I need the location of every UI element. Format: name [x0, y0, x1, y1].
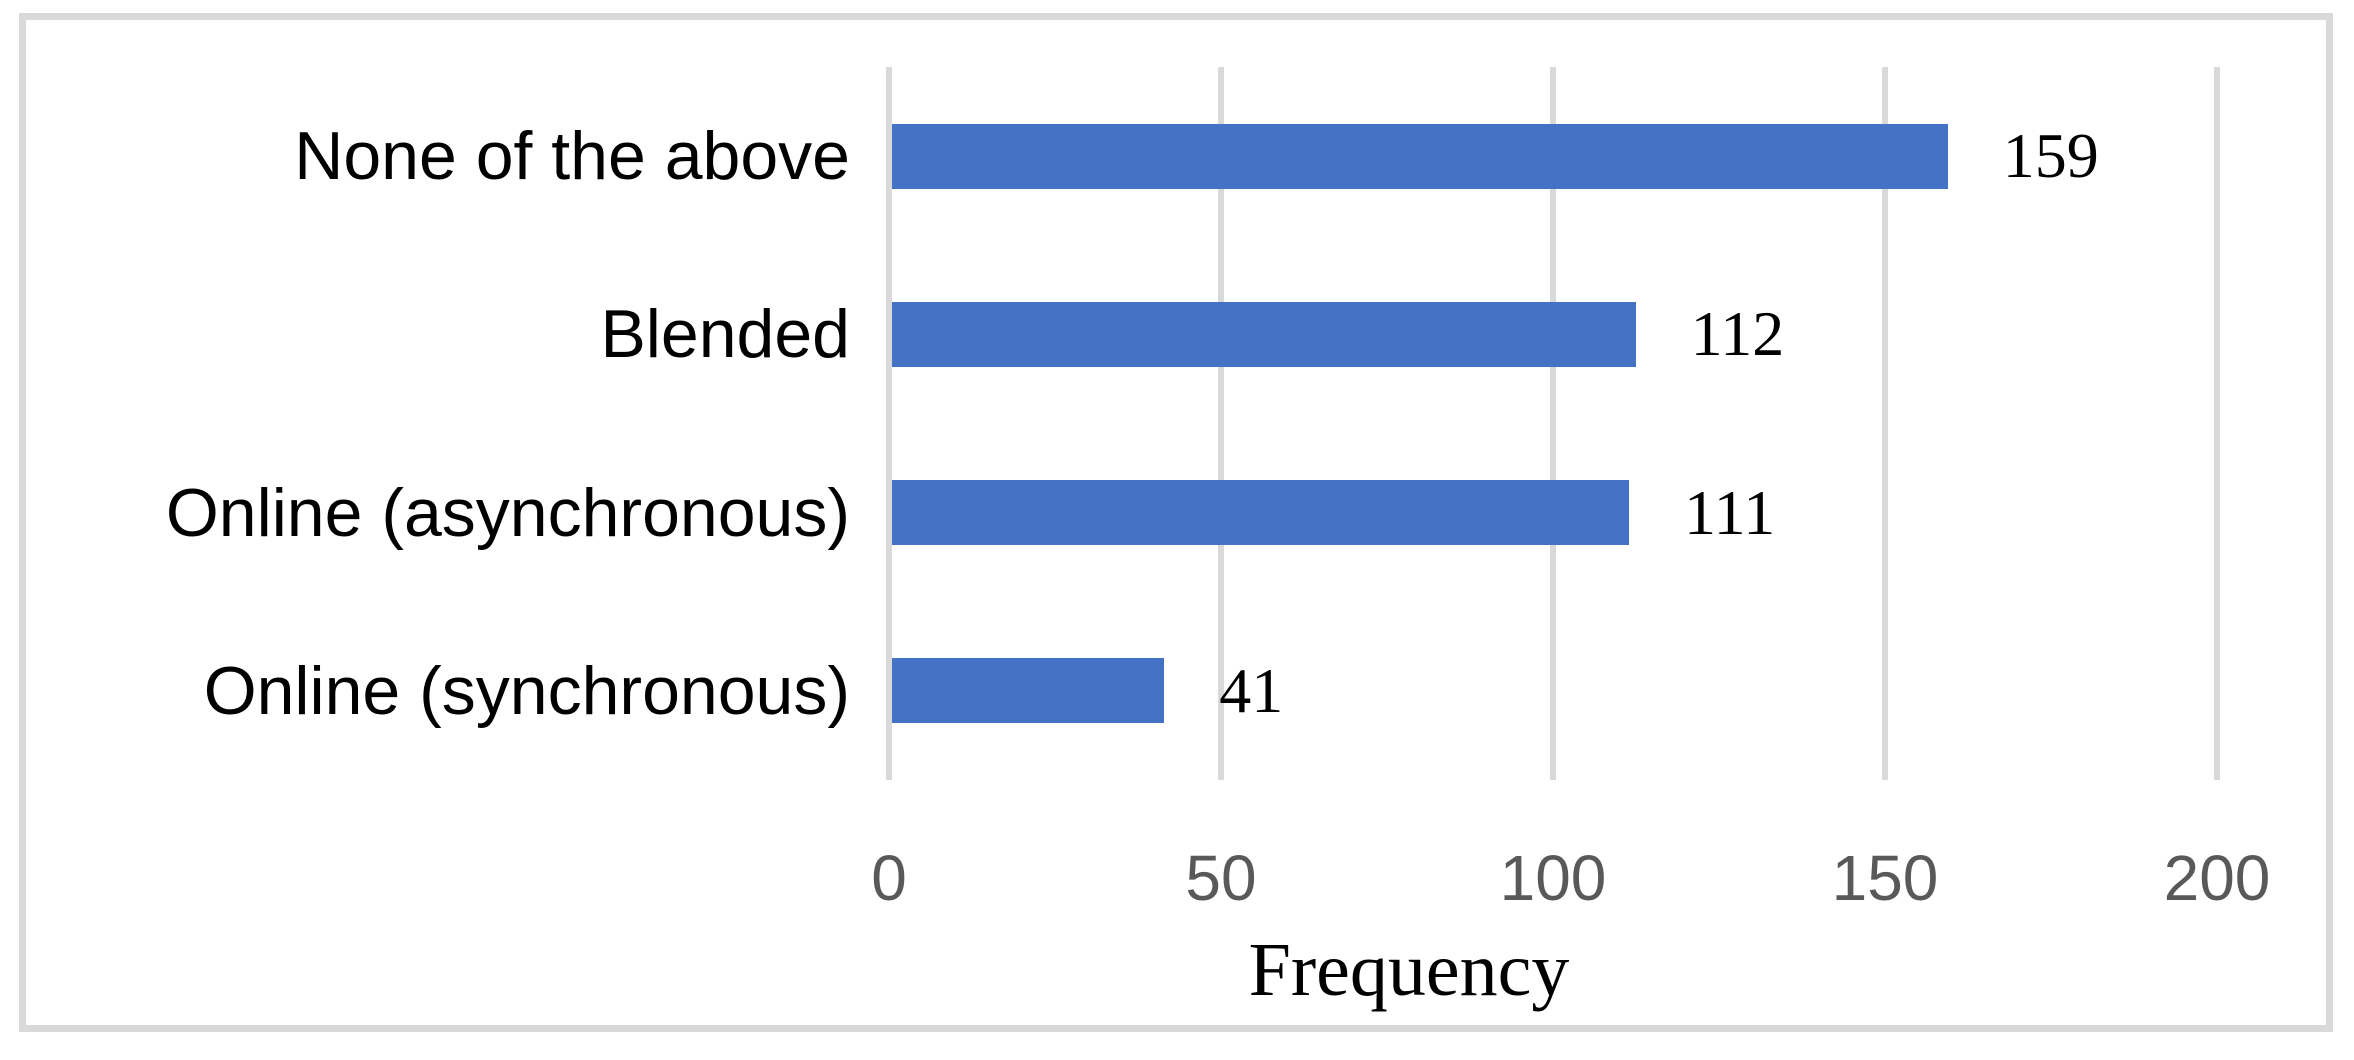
category-label: Online (asynchronous)	[165, 474, 850, 551]
bar	[892, 301, 1636, 367]
x-tick-label: 50	[1185, 842, 1257, 914]
plot-area: 159 112 111 41	[886, 67, 2220, 780]
category-label: None of the above	[294, 118, 850, 195]
x-tick-label: 100	[1499, 842, 1607, 914]
category-label: Online (synchronous)	[203, 652, 850, 729]
bar-data-label: 41	[1219, 654, 1284, 726]
gridline	[1882, 67, 1888, 780]
bar	[892, 480, 1630, 546]
x-axis-title: Frequency	[1248, 928, 1570, 1012]
x-tick-label: 150	[1831, 842, 1939, 914]
x-tick-label: 200	[2163, 842, 2271, 914]
x-tick-label: 0	[871, 842, 907, 914]
bar-data-label: 112	[1690, 298, 1785, 370]
value-axis-line	[886, 67, 892, 780]
gridline	[2214, 67, 2220, 780]
bar-data-label: 111	[1684, 476, 1776, 548]
gridline	[1550, 67, 1556, 780]
bar-data-label: 159	[2002, 120, 2099, 192]
category-label: Blended	[600, 296, 850, 373]
bar	[892, 123, 1948, 189]
bar	[892, 658, 1165, 724]
gridline	[1218, 67, 1224, 780]
